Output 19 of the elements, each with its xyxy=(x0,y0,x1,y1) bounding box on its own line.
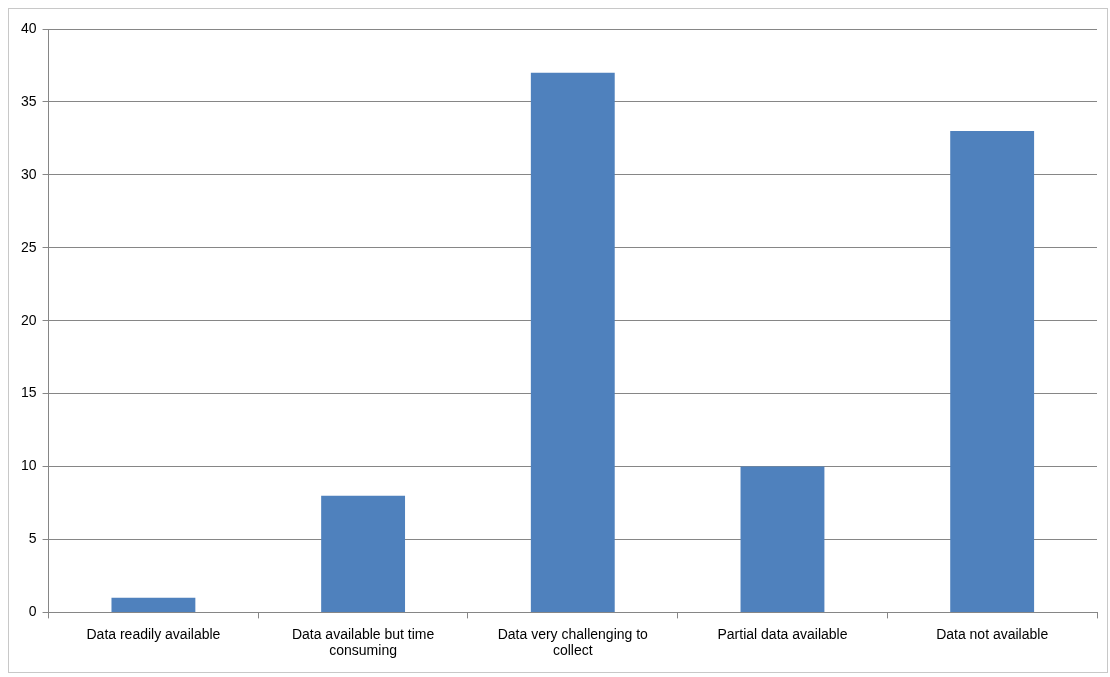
x-tick-label: Data very challenging to collect xyxy=(497,625,649,659)
y-tick-label: 30 xyxy=(20,165,37,182)
x-tick-label: Data readily available xyxy=(86,625,221,642)
bar xyxy=(111,597,196,612)
x-tick-label: Data not available xyxy=(936,625,1049,642)
y-tick-label: 15 xyxy=(20,384,37,401)
bar xyxy=(740,466,825,612)
bar xyxy=(950,131,1035,612)
y-tick-label: 40 xyxy=(20,19,37,36)
y-tick-label: 5 xyxy=(28,530,37,547)
y-tick-label: 25 xyxy=(20,238,37,255)
y-tick-label: 35 xyxy=(20,92,37,109)
x-tick-label: Partial data available xyxy=(717,625,848,642)
bar xyxy=(530,72,615,612)
y-tick-label: 0 xyxy=(28,603,37,620)
x-tick-label: Data available but time consuming xyxy=(291,625,435,659)
bar xyxy=(321,495,406,612)
y-tick-label: 20 xyxy=(20,311,37,328)
y-tick-label: 10 xyxy=(20,457,37,474)
